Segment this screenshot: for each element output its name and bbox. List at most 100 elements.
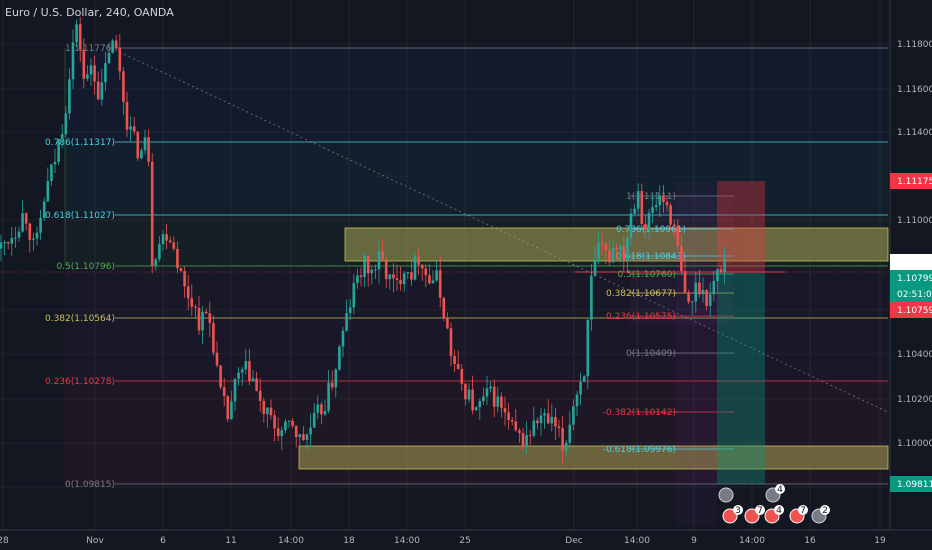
candle-up [39,217,42,233]
candle-down [248,361,251,382]
event-badge-count: 4 [777,485,783,495]
candle-down [456,363,460,369]
candle-down [96,81,100,100]
fib-right-label: -0.618(1.09976) [603,445,676,455]
chart-title: Euro / U.S. Dollar, 240, OANDA [5,6,174,19]
candle-down [608,250,611,263]
entry-price-tag: 1.10759 [897,306,932,316]
candlestick-series [0,16,726,465]
position-tool[interactable] [575,181,785,526]
event-badge-count: 7 [757,506,763,516]
candle-up [474,407,478,411]
fib-left-label: 1(1.11776) [65,44,115,54]
candle-down [503,408,507,413]
candle-up [626,237,629,261]
candle-up [525,434,528,447]
candle-up [633,208,636,214]
fib-right-label: 0.618(1.10843) [616,252,686,262]
candle-up [240,369,244,373]
price-tick: 1.10200 [897,395,932,405]
candle-up [348,307,352,314]
candle-down [222,387,226,397]
candle-up [50,164,53,182]
candle-up [539,415,543,424]
time-tick: 18 [343,536,355,546]
last-price-tag: 1.10799 [897,274,932,284]
candle-down [471,389,474,411]
candle-up [352,283,356,308]
candle-up [284,421,287,431]
candle-up [75,24,78,43]
candle-up [266,407,269,414]
candle-up [363,255,366,278]
candle-up [140,150,143,159]
candle-down [179,267,183,272]
candle-down [6,242,10,244]
candle-down [294,425,298,438]
candle-down [258,390,262,402]
candle-up [251,378,255,382]
price-axis[interactable]: 1.11800 1.11600 1.11400 1.11175 1.11000 … [889,0,932,530]
candle-down [125,101,129,130]
time-tick: 16 [804,536,816,546]
event-badge-count: 4 [776,506,782,516]
candle-down [557,426,561,429]
candle-up [111,40,114,53]
candle-up [316,404,320,413]
candle-down [269,407,273,416]
candle-down [165,234,168,241]
candle-up [636,191,640,209]
candle-up [597,243,600,260]
candle-up [71,42,75,80]
candle-down [554,417,557,427]
candle-up [68,79,71,114]
candle-up [64,113,68,135]
candle-up [57,139,60,162]
time-tick: 19 [874,536,886,546]
candle-down [492,386,496,407]
candle-down [460,368,464,384]
fib-right-label: -0.382(1.10142) [603,408,676,418]
stop-loss-zone[interactable] [717,181,765,272]
candle-up [158,244,161,260]
candle-up [647,212,651,230]
event-badge-count: 3 [735,506,741,516]
candle-up [579,381,582,395]
candle-down [172,242,176,249]
time-axis[interactable]: 28 Nov 6 11 14:00 18 14:00 25 Dec 14:00 … [0,529,932,550]
candle-down [622,246,626,261]
candle-up [478,400,482,408]
candle-down [604,244,608,251]
candle-down [410,272,413,280]
candle-up [244,361,248,370]
candle-up [356,275,359,284]
candle-down [420,264,424,269]
candle-up [345,313,348,331]
candle-down [82,49,86,79]
candle-up [532,420,536,436]
candle-up [233,378,237,402]
candle-down [399,279,402,285]
candle-down [442,297,446,319]
candle-down [500,396,503,409]
candle-down [255,378,258,391]
price-tick: 1.10000 [897,439,932,449]
trend-line[interactable] [114,49,889,413]
candle-up [21,213,24,232]
candle-down [384,259,388,280]
candle-down [424,268,428,276]
fib-left-label: 0.786(1.11317) [45,138,115,148]
candle-up [46,181,50,202]
time-tick: 25 [459,536,470,546]
candle-up [690,301,694,303]
candle-down [665,202,669,206]
take-profit-zone[interactable] [717,272,765,484]
candle-down [28,223,32,240]
candle-up [10,237,14,244]
support-zone[interactable] [298,445,889,470]
candle-up [496,396,500,407]
candle-up [107,52,111,64]
candle-down [136,131,140,159]
candle-down [615,247,618,250]
